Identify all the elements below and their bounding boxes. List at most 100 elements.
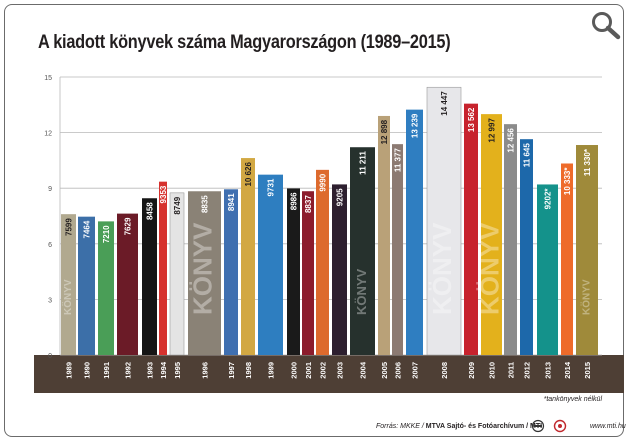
category-axis-band: [34, 355, 624, 393]
category-label: 1990: [83, 362, 92, 379]
bar: [78, 216, 95, 355]
value-label: 9353: [159, 185, 168, 203]
category-label: 1998: [244, 362, 253, 379]
magnifier-icon[interactable]: [590, 10, 622, 40]
value-label: 9205: [336, 188, 345, 206]
bar: [316, 169, 329, 355]
book-word: KÖNYV: [474, 222, 504, 315]
value-label: 13 239: [411, 113, 420, 138]
category-label: 2015: [583, 362, 592, 379]
book-word: KÖNYV: [61, 279, 74, 315]
bar: [258, 174, 283, 355]
category-label: 1994: [159, 361, 168, 379]
category-label: 2001: [304, 362, 313, 379]
bar: [142, 198, 157, 355]
source-prefix: Forrás: MKKE /: [376, 423, 426, 430]
bar: [117, 213, 138, 355]
value-label: 11 645: [523, 143, 532, 168]
category-label: 1995: [173, 362, 182, 379]
category-label: 2007: [411, 362, 420, 379]
category-label: 2008: [440, 362, 449, 379]
bar: [241, 158, 255, 355]
category-label: 2009: [467, 362, 476, 379]
publisher-logos: [531, 419, 567, 433]
category-label: 1989: [65, 362, 74, 379]
category-label: 2004: [359, 361, 368, 379]
category-label: 2000: [290, 362, 299, 379]
value-label: 7210: [102, 225, 111, 243]
category-label: 2012: [523, 362, 532, 379]
bar: [561, 163, 573, 355]
chart-title: A kiadott könyvek száma Magyarországon (…: [38, 32, 451, 53]
value-label: 11 211: [359, 151, 368, 175]
value-label: 8837: [304, 195, 313, 213]
bar: [392, 144, 403, 355]
category-label: 2006: [394, 362, 403, 379]
value-label: 8749: [173, 196, 182, 214]
book-word: KÖNYV: [187, 222, 217, 315]
value-label: 10 333*: [563, 167, 572, 195]
value-label: 9990: [319, 173, 328, 191]
source-credit: Forrás: MKKE / MTVA Sajtó- és Fotóarchív…: [376, 423, 542, 430]
value-label: 8458: [146, 202, 155, 220]
bar: [537, 184, 558, 355]
category-label: 2003: [336, 362, 345, 379]
bar: [169, 192, 185, 356]
footnote: *tankönyvek nélkül: [543, 396, 602, 403]
value-label: 7599: [65, 218, 74, 236]
y-tick-label: 9: [48, 186, 52, 193]
category-label: 2005: [380, 362, 389, 379]
value-label: 7464: [83, 220, 92, 238]
book-word: KÖNYV: [580, 279, 593, 315]
value-label: 12 997: [488, 118, 497, 143]
source-bold: MTVA Sajtó- és Fotóarchívum / MTI: [425, 423, 543, 430]
value-label: 8986: [290, 192, 299, 210]
y-tick-label: 6: [48, 242, 52, 249]
site-url: www.mti.hu: [590, 423, 626, 430]
bar: [426, 86, 462, 356]
bar: [332, 184, 347, 355]
category-label: 1992: [124, 362, 133, 379]
bar: [98, 221, 114, 355]
category-label: 1999: [267, 362, 276, 379]
category-label: 1993: [146, 362, 155, 379]
book-word: KÖNYV: [427, 222, 457, 315]
category-label: 1997: [227, 362, 236, 379]
book-word: KÖNYV: [354, 268, 369, 315]
bar: [504, 124, 517, 355]
category-label: 2002: [319, 362, 328, 379]
bar: [287, 188, 300, 355]
bar: [188, 191, 221, 355]
bar: [520, 139, 533, 355]
bar: [302, 191, 314, 355]
category-label: 2011: [507, 362, 516, 378]
bar: [378, 115, 390, 356]
y-tick-label: 12: [44, 131, 52, 138]
category-label: 2010: [488, 362, 497, 379]
value-label: 9202*: [544, 188, 553, 210]
bar: [406, 109, 423, 355]
value-label: 12 898: [380, 119, 389, 144]
bar: [224, 189, 238, 355]
bar: [350, 147, 375, 355]
y-tick-label: 3: [48, 297, 52, 304]
value-label: 11 330*: [583, 148, 592, 176]
bar: [159, 181, 167, 355]
y-tick-label: 0: [48, 353, 52, 360]
value-label: 13 562: [467, 107, 476, 132]
category-label: 1991: [102, 362, 111, 379]
value-label: 12 456: [507, 128, 516, 153]
bar: [576, 145, 598, 355]
value-label: 8941: [227, 193, 236, 211]
category-label: 1996: [201, 362, 210, 379]
category-label: 2013: [544, 362, 553, 379]
value-label: 14 447: [440, 91, 449, 116]
value-label: 8835: [201, 195, 210, 213]
value-label: 9731: [267, 178, 276, 196]
value-label: 7629: [124, 217, 133, 235]
bar: [464, 103, 478, 355]
category-label: 2014: [563, 361, 572, 379]
value-label: 11 377: [394, 148, 403, 173]
y-tick-label: 15: [44, 75, 52, 82]
